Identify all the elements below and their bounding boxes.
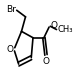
Text: O: O [43,57,50,66]
Text: O: O [6,45,13,54]
Text: O: O [50,21,57,30]
Text: Br: Br [6,5,16,14]
Text: CH₃: CH₃ [57,25,73,34]
